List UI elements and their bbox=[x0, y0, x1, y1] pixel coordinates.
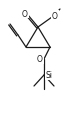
Text: Si: Si bbox=[46, 71, 52, 80]
Text: O: O bbox=[52, 11, 58, 20]
Text: O: O bbox=[37, 55, 43, 64]
Text: O: O bbox=[22, 9, 28, 18]
